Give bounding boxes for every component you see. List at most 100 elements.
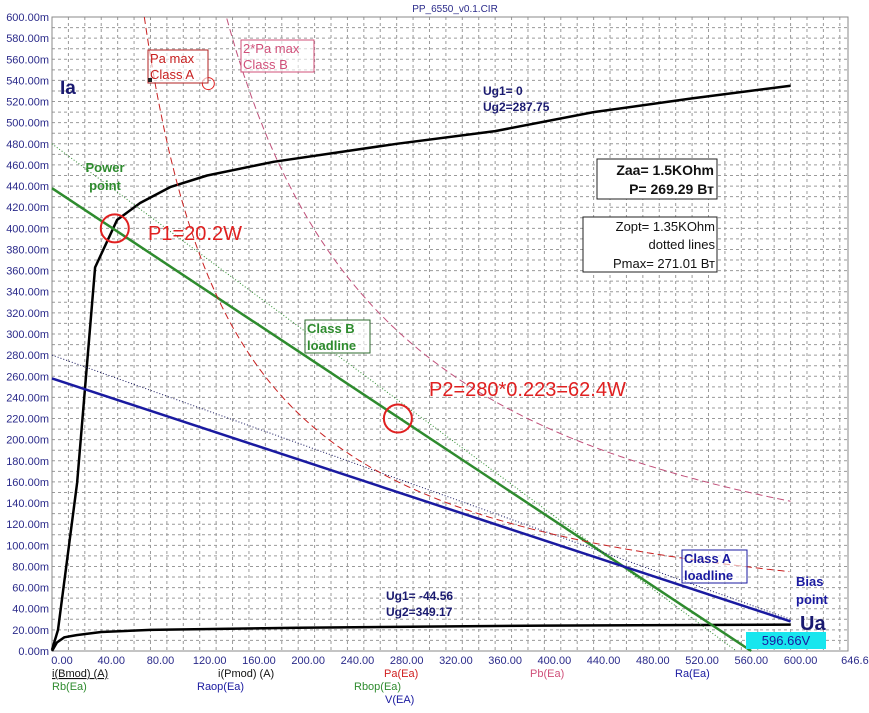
ua-axis-label: Ua (800, 613, 826, 635)
zaa-power-label: P= 269.29 Вт (629, 181, 714, 197)
cursor-readout-box (746, 632, 826, 649)
x-tick-label: 480.00 (636, 655, 670, 667)
zaa-label: Zaa= 1.5KOhm (616, 162, 714, 178)
x-tick-label: 600.00 (784, 655, 818, 667)
zopt-label: Zopt= 1.35KOhm (616, 219, 715, 234)
y-tick-label: 440.00m (6, 181, 49, 193)
power-point-label-1: Power (85, 160, 124, 175)
chart-title: PP_6550_v0.1.CIR (412, 4, 498, 15)
y-tick-label: 320.00m (6, 308, 49, 320)
legend-item-ra[interactable]: Ra(Ea) (675, 668, 710, 680)
power-point-circle (99, 213, 130, 244)
series-line-7 (226, 18, 791, 502)
ug-top-label-2: Ug2=287.75 (483, 100, 550, 114)
zopt-box (582, 216, 718, 273)
zaa-box (596, 158, 718, 200)
y-tick-label: 140.00m (6, 498, 49, 510)
pa-max-marker (148, 78, 152, 82)
zopt-pmax-label: Pmax= 271.01 Вт (613, 256, 715, 271)
y-tick-label: 480.00m (6, 139, 49, 151)
p2-circle (382, 403, 413, 434)
pa-max-label-2: Class A (150, 67, 194, 82)
y-tick-label: 120.00m (6, 519, 49, 531)
series-line-5 (51, 354, 791, 620)
x-tick-label: 0.00 (51, 655, 72, 667)
class-a-label-1: Class A (684, 551, 732, 566)
x-tick-label: 400.00 (538, 655, 572, 667)
legend-item-bmod[interactable]: i(Bmod) (A) (52, 668, 108, 680)
ia-axis-label: Ia (60, 78, 76, 99)
series-line-2 (51, 187, 752, 653)
x-tick-label: 320.00 (439, 655, 473, 667)
y-tick-label: 460.00m (6, 160, 49, 172)
bias-point-label-1: Bias (796, 574, 823, 589)
y-tick-label: 400.00m (6, 223, 49, 235)
class-b-label-1: Class B (307, 321, 355, 336)
pa-max-label-1: Pa max (150, 51, 195, 66)
x-tick-label: 200.00 (291, 655, 325, 667)
class-a-loadline-box (681, 549, 748, 584)
legend-item-rbop[interactable]: Rbop(Ea) (354, 681, 401, 693)
y-tick-label: 540.00m (6, 75, 49, 87)
y-tick-label: 580.00m (6, 33, 49, 45)
x-tick-label: 360.00 (488, 655, 522, 667)
y-tick-label: 40.00m (12, 604, 49, 616)
y-tick-label: 200.00m (6, 435, 49, 447)
pa-max-box (147, 49, 209, 84)
y-tick-label: 520.00m (6, 97, 49, 109)
y-tick-label: 220.00m (6, 414, 49, 426)
y-tick-label: 180.00m (6, 456, 49, 468)
y-tick-label: 500.00m (6, 118, 49, 130)
y-tick-label: 20.00m (12, 625, 49, 637)
p2-label: P2=280*0.223=62.4W (429, 379, 626, 401)
legend-item-pb[interactable]: Pb(Ea) (530, 668, 564, 680)
plot-border (51, 16, 849, 652)
y-tick-label: 380.00m (6, 244, 49, 256)
x-tick-label: 520.00 (685, 655, 719, 667)
class-b-label-2: loadline (307, 338, 356, 353)
x-tick-label: 80.00 (147, 655, 175, 667)
y-tick-label: 100.00m (6, 540, 49, 552)
ug-bottom-label-1: Ug1= -44.56 (386, 589, 453, 603)
series-group (50, 16, 791, 653)
y-tick-label: 280.00m (6, 350, 49, 362)
series-line-1 (50, 623, 791, 652)
bias-point-label-2: point (796, 592, 828, 607)
y-tick-label: 300.00m (6, 329, 49, 341)
ug-bottom-label-2: Ug2=349.17 (386, 605, 453, 619)
pb-max-label-2: Class B (243, 57, 288, 72)
y-tick-label: 360.00m (6, 266, 49, 278)
markers (99, 77, 413, 434)
y-tick-label: 560.00m (6, 54, 49, 66)
class-a-label-2: loadline (684, 568, 733, 583)
y-tick-label: 260.00m (6, 371, 49, 383)
series-line-4 (51, 377, 791, 623)
x-tick-label: 440.00 (587, 655, 621, 667)
x-axis-label: V(EA) (385, 694, 414, 706)
x-tick-label: 160.00 (242, 655, 276, 667)
pb-max-box (240, 39, 315, 73)
y-tick-label: 60.00m (12, 583, 49, 595)
x-axis: 0.00 40.00 80.00 120.00 160.00 200.00 240.00 28… (51, 655, 869, 667)
series-line-3 (51, 143, 737, 652)
legend-item-rb[interactable]: Rb(Ea) (52, 681, 87, 693)
legend: i(Bmod) (A) i(Pmod) (A) Pa(Ea) Pb(Ea) Ra… (52, 668, 710, 706)
y-tick-label: 420.00m (6, 202, 49, 214)
x-tick-label: 240.00 (341, 655, 375, 667)
x-tick-label: 120.00 (193, 655, 227, 667)
y-tick-label: 340.00m (6, 287, 49, 299)
legend-item-raop[interactable]: Raop(Ea) (197, 681, 244, 693)
y-tick-label: 80.00m (12, 561, 49, 573)
x-tick-label: 40.00 (97, 655, 125, 667)
legend-item-pmod[interactable]: i(Pmod) (A) (218, 668, 274, 680)
x-tick-label: 646.66 (841, 655, 869, 667)
y-tick-label: 0.00m (18, 646, 49, 658)
legend-item-pa[interactable]: Pa(Ea) (384, 668, 418, 680)
zopt-dotted-label: dotted lines (649, 237, 716, 252)
y-tick-label: 240.00m (6, 392, 49, 404)
power-point-label-2: point (89, 178, 121, 193)
y-axis: 0.00m 20.00m 40.00m 60.00m 80.00m 100.00m 120.… (6, 12, 49, 658)
series-line-0 (50, 84, 791, 651)
grid (52, 17, 848, 651)
x-tick-label: 560.00 (734, 655, 768, 667)
